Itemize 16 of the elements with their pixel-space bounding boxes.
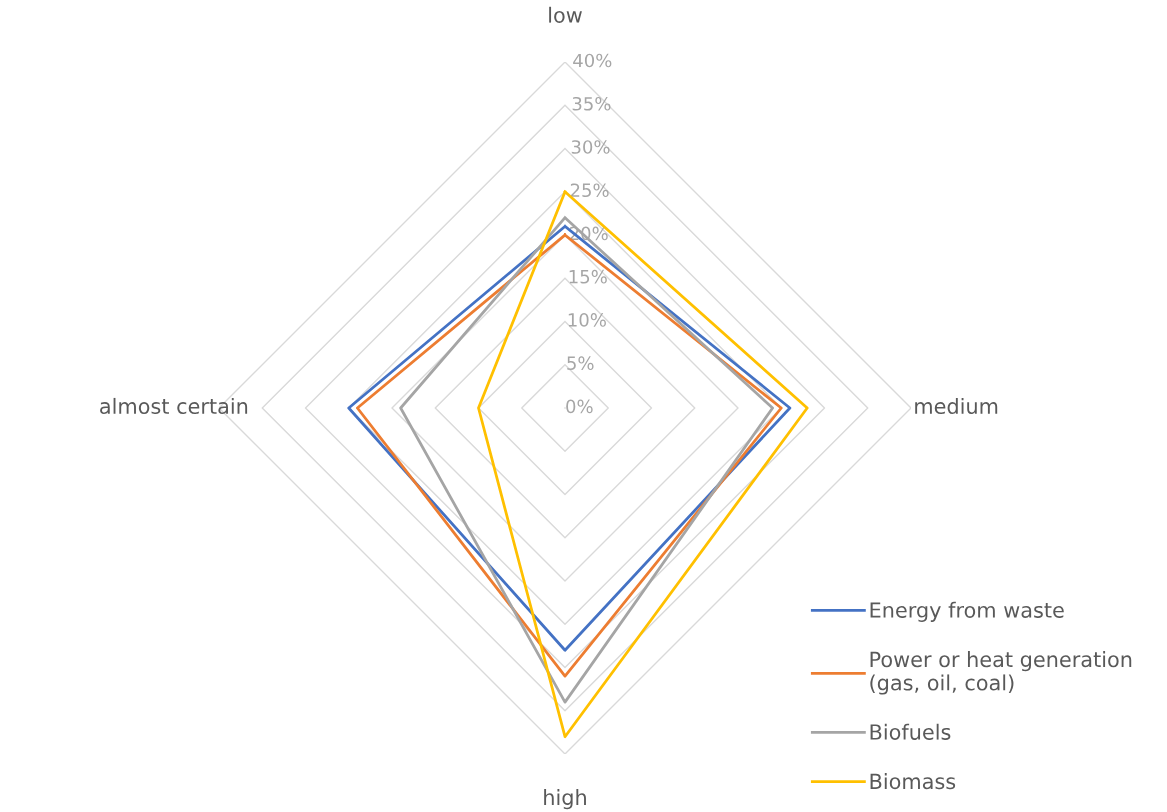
y-tick-label: 0% — [566, 399, 593, 414]
legend-label: Biomass — [870, 773, 956, 790]
legend-label: Power or heat generation (gas, oil, coal) — [870, 651, 1132, 695]
legend-label: Energy from waste — [870, 601, 1064, 622]
y-tick-label: 5% — [567, 356, 594, 370]
spoke-label: high — [544, 789, 586, 810]
spoke-label: almost certain — [100, 397, 248, 415]
legend-label: Biofuels — [870, 723, 951, 740]
y-tick-label: 15% — [569, 269, 607, 284]
y-tick-label: 40% — [573, 53, 612, 68]
y-tick-label: 10% — [568, 313, 606, 327]
y-tick-label: 30% — [571, 140, 610, 154]
y-tick-label: 25% — [570, 183, 609, 198]
y-tick-label: 35% — [572, 96, 611, 111]
spoke-label: low — [549, 6, 582, 23]
spoke-label: medium — [915, 397, 998, 415]
